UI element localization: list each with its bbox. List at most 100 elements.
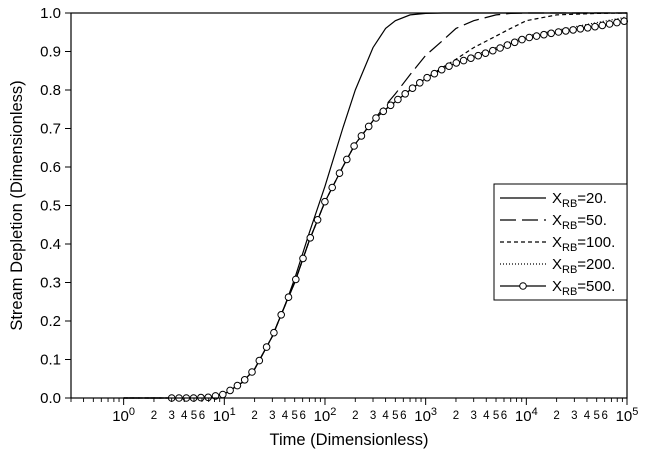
x-minor-label: 3 (370, 410, 376, 422)
x-minor-label: 6 (299, 410, 305, 422)
x-minor-label: 3 (571, 410, 577, 422)
series-marker-4 (489, 46, 497, 55)
series-marker-4 (569, 26, 577, 34)
series-marker-4 (547, 29, 556, 38)
legend-label-2: XRB=100. (552, 234, 615, 254)
series-marker-4 (430, 69, 439, 78)
y-tick-label: 0.7 (40, 121, 61, 138)
series-marker-4 (554, 28, 563, 36)
series-marker-4 (364, 122, 373, 131)
y-tick-label: 0.8 (40, 82, 61, 99)
series-marker-4 (226, 386, 234, 395)
x-minor-label: 6 (199, 410, 205, 422)
y-tick-label: 0.1 (40, 352, 61, 369)
x-tick-label: 100 (112, 406, 135, 425)
series-marker-4 (452, 59, 461, 67)
series-marker-4 (219, 390, 227, 399)
plot-area (123, 12, 629, 402)
x-axis-title: Time (Dimensionless) (270, 431, 429, 449)
series-marker-4 (328, 183, 337, 192)
x-tick-label: 101 (213, 406, 236, 425)
series-marker-4 (270, 328, 278, 337)
x-minor-label: 4 (181, 410, 188, 422)
x-minor-label: 2 (352, 410, 358, 422)
series-marker-4 (277, 311, 286, 319)
x-minor-label: 5 (291, 410, 297, 422)
series-marker-4 (386, 101, 395, 110)
legend-marker-4 (519, 282, 527, 290)
series-marker-4 (613, 18, 621, 27)
series-marker-4 (350, 142, 358, 150)
series-marker-4 (284, 293, 293, 302)
legend-label-3: XRB=200. (552, 256, 615, 276)
y-tick-label: 0.9 (40, 44, 61, 61)
series-marker-4 (343, 155, 351, 164)
x-minor-label: 3 (168, 410, 174, 422)
series-marker-4 (408, 84, 417, 92)
series-marker-4 (240, 376, 249, 384)
series-marker-4 (416, 79, 424, 87)
series-marker-4 (467, 54, 475, 63)
y-tick-label: 0.6 (40, 159, 61, 176)
series-marker-4 (233, 381, 242, 390)
x-minor-label: 2 (553, 410, 559, 422)
series-marker-4 (562, 27, 570, 35)
series-marker-4 (335, 169, 344, 177)
series-marker-4 (372, 114, 380, 122)
x-minor-label: 5 (593, 410, 599, 422)
series-marker-4 (518, 35, 526, 44)
x-minor-label: 4 (282, 410, 289, 422)
x-minor-label: 6 (400, 410, 406, 422)
series-marker-4 (313, 216, 322, 224)
series-marker-4 (306, 234, 315, 242)
series-marker-4 (423, 73, 431, 82)
series-marker-4 (437, 65, 446, 74)
series-marker-4 (510, 38, 519, 47)
x-minor-label: 6 (601, 410, 607, 422)
x-tick-label: 104 (515, 406, 538, 425)
series-marker-4 (321, 197, 329, 206)
series-marker-4 (598, 21, 607, 30)
series-marker-4 (532, 32, 541, 40)
legend-label-0: XRB=20. (552, 190, 607, 210)
y-tick-label: 0.0 (40, 390, 61, 407)
series-marker-4 (255, 356, 264, 365)
x-minor-label: 4 (483, 410, 490, 422)
x-minor-label: 3 (470, 410, 476, 422)
x-minor-label: 3 (269, 410, 275, 422)
series-marker-4 (496, 44, 504, 52)
x-minor-label: 5 (191, 410, 197, 422)
series-marker-4 (481, 49, 490, 58)
series-marker-4 (503, 41, 512, 49)
series-marker-4 (591, 22, 599, 31)
series-marker-4 (262, 343, 271, 351)
legend-label-4: XRB=500. (552, 278, 615, 298)
y-axis-title: Stream Depletion (Dimensionless) (8, 80, 26, 330)
y-tick-label: 0.2 (40, 313, 61, 330)
series-marker-4 (445, 62, 453, 70)
x-minor-label: 2 (453, 410, 459, 422)
series-marker-4 (540, 30, 548, 39)
y-tick-label: 0.4 (40, 236, 61, 253)
series-marker-4 (583, 24, 592, 32)
x-minor-label: 5 (392, 410, 398, 422)
x-minor-label: 4 (382, 410, 389, 422)
series-marker-4 (394, 95, 402, 104)
x-minor-label: 2 (251, 410, 257, 422)
x-tick-label: 105 (616, 406, 639, 425)
axes: 0.0 0.1 0.2 0.3 0.4 0.5 0.6 0.7 0.8 0.9 1.0 100 101 1… (40, 5, 638, 425)
series-marker-4 (204, 393, 212, 402)
x-minor-label: 5 (493, 410, 499, 422)
series-marker-4 (379, 107, 388, 116)
series-marker-4 (525, 33, 534, 42)
x-minor-label: 4 (584, 410, 591, 422)
series-marker-4 (292, 275, 300, 284)
y-tick-label: 0.3 (40, 275, 61, 292)
series-marker-4 (459, 56, 468, 65)
series-marker-4 (299, 254, 307, 263)
series-marker-4 (605, 20, 614, 28)
x-minor-label: 6 (501, 410, 507, 422)
y-tick-label: 1.0 (40, 5, 61, 22)
series-marker-4 (248, 368, 256, 376)
